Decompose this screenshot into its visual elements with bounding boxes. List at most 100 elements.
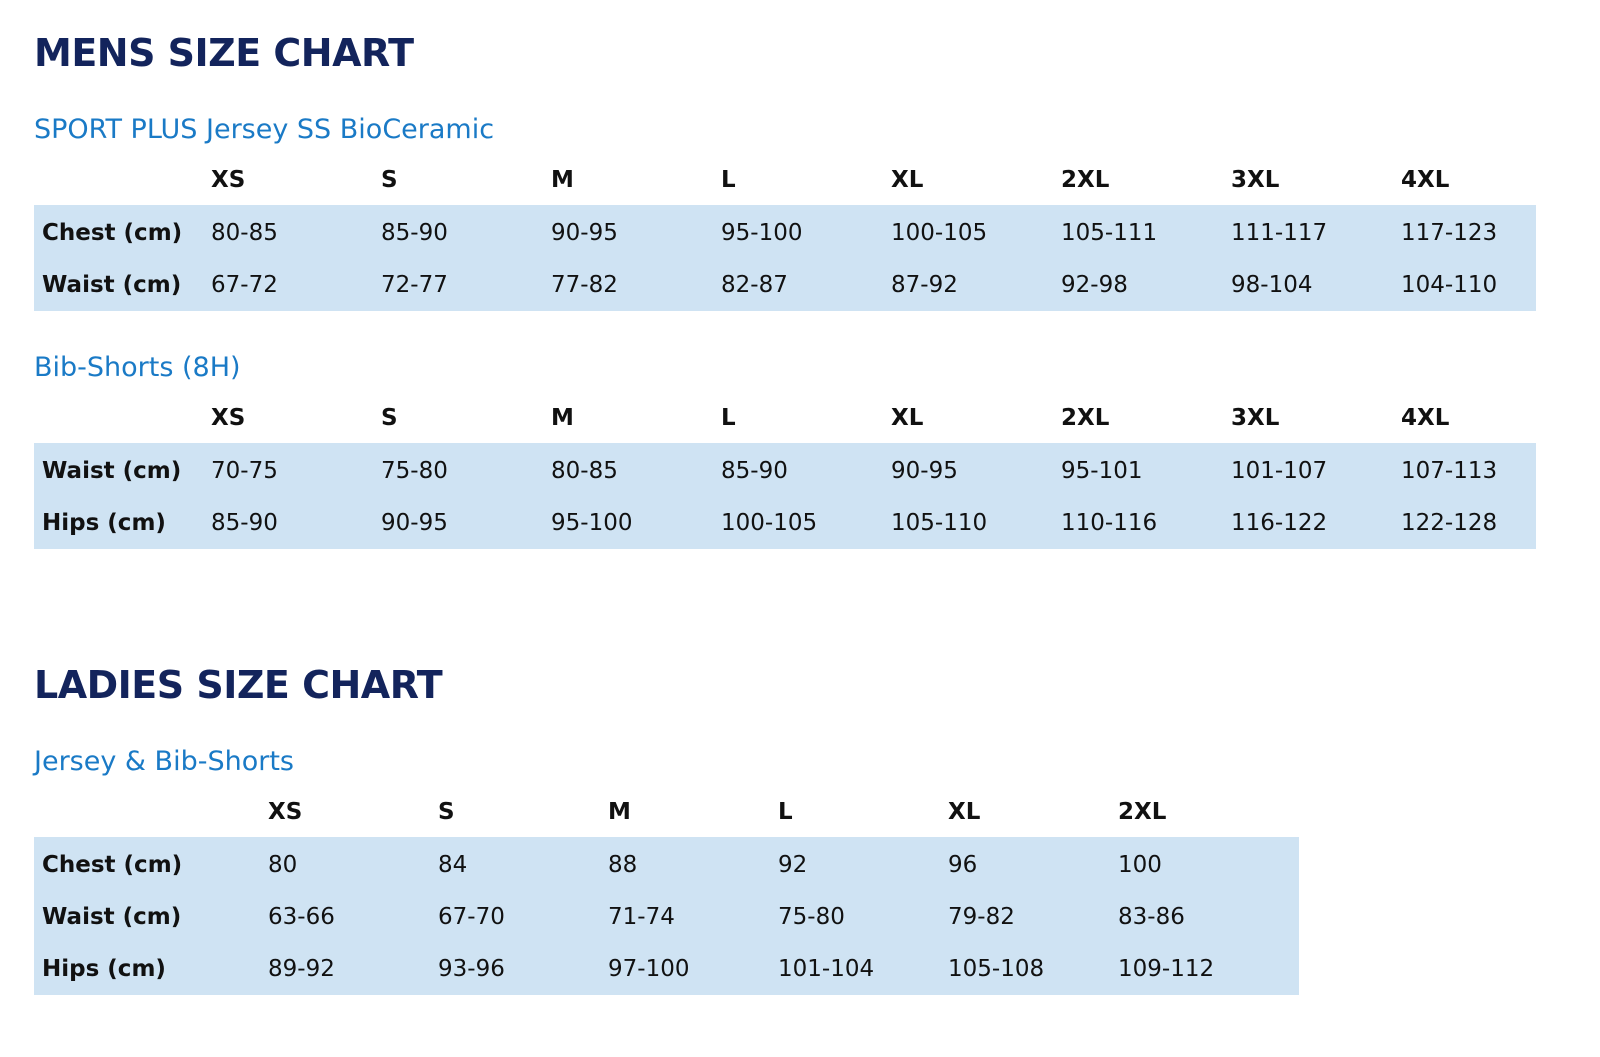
table-row-hips: Hips (cm) 89-92 93-96 97-100 101-104 105… — [34, 943, 1299, 995]
table-cell: 98-104 — [1231, 271, 1313, 298]
row-label: Waist (cm) — [42, 903, 182, 930]
table-row-waist: Waist (cm) 67-72 72-77 77-82 82-87 87-92… — [34, 259, 1536, 311]
table-cell: 107-113 — [1401, 457, 1498, 484]
size-header-xs: XS — [211, 166, 246, 193]
table-cell: 109-112 — [1118, 955, 1215, 982]
table-row-hips: Hips (cm) 85-90 90-95 95-100 100-105 105… — [34, 497, 1536, 549]
table-cell: 105-111 — [1061, 219, 1158, 246]
table-cell: 101-107 — [1231, 457, 1328, 484]
table-cell: 80-85 — [551, 457, 618, 484]
table-cell: 90-95 — [381, 509, 448, 536]
table-cell: 90-95 — [551, 219, 618, 246]
table-body: Chest (cm) 80 84 88 92 96 100 Waist (cm)… — [34, 837, 1299, 995]
size-header-s: S — [438, 798, 455, 825]
row-label: Waist (cm) — [42, 271, 182, 298]
table-cell: 96 — [948, 851, 978, 878]
row-label: Chest (cm) — [42, 219, 183, 246]
table-cell: 80 — [268, 851, 298, 878]
row-label: Hips (cm) — [42, 509, 166, 536]
size-table-bib-shorts: XS S M L XL 2XL 3XL 4XL Waist (cm) 70-75… — [34, 393, 1536, 549]
size-header-l: L — [778, 798, 793, 825]
row-label: Hips (cm) — [42, 955, 166, 982]
table-cell: 100-105 — [721, 509, 818, 536]
table-cell: 72-77 — [381, 271, 448, 298]
table-cell: 90-95 — [891, 457, 958, 484]
table-cell: 100-105 — [891, 219, 988, 246]
size-header-s: S — [381, 404, 398, 431]
table-cell: 97-100 — [608, 955, 690, 982]
table-cell: 71-74 — [608, 903, 675, 930]
size-header-xl: XL — [891, 166, 924, 193]
table-cell: 75-80 — [778, 903, 845, 930]
table-cell: 83-86 — [1118, 903, 1185, 930]
table-cell: 95-100 — [551, 509, 633, 536]
table-cell: 70-75 — [211, 457, 278, 484]
table-cell: 117-123 — [1401, 219, 1498, 246]
table-title-sport-plus-jersey: SPORT PLUS Jersey SS BioCeramic — [34, 114, 495, 145]
size-header-m: M — [551, 166, 574, 193]
table-cell: 122-128 — [1401, 509, 1498, 536]
size-header-4xl: 4XL — [1401, 404, 1450, 431]
mens-size-chart-title: MENS SIZE CHART — [34, 31, 414, 75]
size-header-l: L — [721, 404, 736, 431]
size-header-2xl: 2XL — [1061, 404, 1110, 431]
table-cell: 101-104 — [778, 955, 875, 982]
size-header-xs: XS — [268, 798, 303, 825]
table-cell: 67-72 — [211, 271, 278, 298]
size-header-s: S — [381, 166, 398, 193]
size-header-xl: XL — [891, 404, 924, 431]
table-row-waist: Waist (cm) 70-75 75-80 80-85 85-90 90-95… — [34, 443, 1536, 497]
size-table-sport-plus-jersey: XS S M L XL 2XL 3XL 4XL Chest (cm) 80-85… — [34, 155, 1536, 311]
table-row-chest: Chest (cm) 80-85 85-90 90-95 95-100 100-… — [34, 205, 1536, 259]
size-header-m: M — [551, 404, 574, 431]
table-cell: 63-66 — [268, 903, 335, 930]
table-cell: 105-108 — [948, 955, 1045, 982]
table-cell: 100 — [1118, 851, 1162, 878]
table-cell: 95-100 — [721, 219, 803, 246]
table-cell: 77-82 — [551, 271, 618, 298]
table-cell: 85-90 — [721, 457, 788, 484]
size-table-ladies-jersey-bib-shorts: XS S M L XL 2XL Chest (cm) 80 84 88 92 9… — [34, 787, 1299, 995]
size-header-4xl: 4XL — [1401, 166, 1450, 193]
table-cell: 80-85 — [211, 219, 278, 246]
table-cell: 82-87 — [721, 271, 788, 298]
table-cell: 87-92 — [891, 271, 958, 298]
table-row-waist: Waist (cm) 63-66 67-70 71-74 75-80 79-82… — [34, 891, 1299, 943]
table-cell: 110-116 — [1061, 509, 1158, 536]
size-header-xl: XL — [948, 798, 981, 825]
ladies-size-chart-title: LADIES SIZE CHART — [34, 663, 443, 707]
size-header-2xl: 2XL — [1061, 166, 1110, 193]
size-header-row: XS S M L XL 2XL — [34, 787, 1299, 837]
table-row-chest: Chest (cm) 80 84 88 92 96 100 — [34, 837, 1299, 891]
size-header-2xl: 2XL — [1118, 798, 1167, 825]
table-cell: 85-90 — [381, 219, 448, 246]
size-header-row: XS S M L XL 2XL 3XL 4XL — [34, 393, 1536, 443]
table-cell: 111-117 — [1231, 219, 1328, 246]
table-cell: 95-101 — [1061, 457, 1143, 484]
table-cell: 85-90 — [211, 509, 278, 536]
size-header-3xl: 3XL — [1231, 404, 1280, 431]
size-header-l: L — [721, 166, 736, 193]
table-cell: 67-70 — [438, 903, 505, 930]
table-title-jersey-bib-shorts: Jersey & Bib-Shorts — [34, 746, 294, 777]
size-header-3xl: 3XL — [1231, 166, 1280, 193]
table-title-bib-shorts: Bib-Shorts (8H) — [34, 352, 241, 383]
table-cell: 75-80 — [381, 457, 448, 484]
table-cell: 104-110 — [1401, 271, 1498, 298]
size-header-xs: XS — [211, 404, 246, 431]
table-cell: 84 — [438, 851, 468, 878]
table-cell: 88 — [608, 851, 638, 878]
table-cell: 93-96 — [438, 955, 505, 982]
size-header-row: XS S M L XL 2XL 3XL 4XL — [34, 155, 1536, 205]
size-header-m: M — [608, 798, 631, 825]
row-label: Chest (cm) — [42, 851, 183, 878]
row-label: Waist (cm) — [42, 457, 182, 484]
table-cell: 116-122 — [1231, 509, 1328, 536]
table-cell: 79-82 — [948, 903, 1015, 930]
table-cell: 89-92 — [268, 955, 335, 982]
table-cell: 105-110 — [891, 509, 988, 536]
table-body: Waist (cm) 70-75 75-80 80-85 85-90 90-95… — [34, 443, 1536, 549]
table-cell: 92 — [778, 851, 808, 878]
table-cell: 92-98 — [1061, 271, 1128, 298]
table-body: Chest (cm) 80-85 85-90 90-95 95-100 100-… — [34, 205, 1536, 311]
